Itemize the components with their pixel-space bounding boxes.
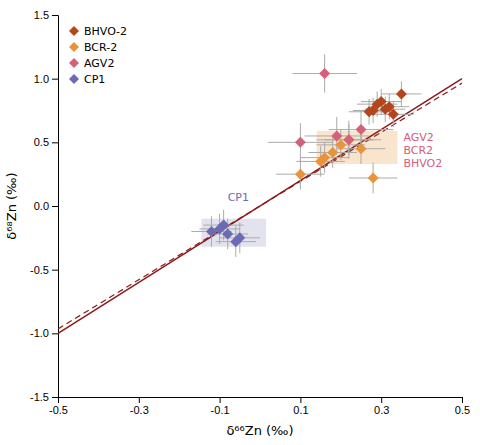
tick-label: -0.5 bbox=[30, 264, 49, 276]
legend-label: BHVO-2 bbox=[84, 25, 127, 38]
tick-label: -0.3 bbox=[130, 404, 149, 416]
tick-label: -1.5 bbox=[30, 391, 49, 403]
axis-line bbox=[59, 398, 463, 404]
tick-label: -0.5 bbox=[49, 404, 68, 416]
point bbox=[327, 147, 338, 158]
points bbox=[206, 220, 245, 248]
point bbox=[396, 88, 407, 99]
tick: -0.5 bbox=[30, 264, 58, 276]
error-bars bbox=[268, 54, 393, 161]
point bbox=[295, 169, 306, 180]
point bbox=[388, 109, 399, 120]
annotation: CP1 bbox=[228, 191, 249, 204]
legend-item: CP1 bbox=[69, 73, 105, 86]
legend-swatch bbox=[69, 42, 79, 52]
y-axis-title: δ⁶⁸Zn (‰) bbox=[4, 172, 19, 239]
y-axis: -1.5 -1.0 -0.5 0.0 0.5 1.0 1.5 bbox=[30, 9, 58, 403]
tick-label: 0.3 bbox=[374, 404, 389, 416]
tick-mark bbox=[462, 397, 463, 403]
legend-swatch bbox=[69, 26, 79, 36]
point bbox=[295, 137, 306, 148]
tick-mark bbox=[139, 397, 140, 403]
legend-label: AGV2 bbox=[84, 57, 114, 70]
tick: -0.5 bbox=[49, 397, 68, 416]
tick: 0.3 bbox=[374, 397, 389, 416]
point bbox=[343, 134, 354, 145]
tick-label: 1.5 bbox=[34, 9, 49, 21]
error-bars bbox=[349, 81, 422, 127]
tick: 0.0 bbox=[34, 200, 58, 212]
annotation: AGV2BCR2BHVO2 bbox=[403, 131, 442, 170]
tick-mark bbox=[52, 79, 58, 80]
annotation-line: BCR2 bbox=[403, 144, 433, 157]
tick-label: -0.1 bbox=[211, 404, 230, 416]
legend: BHVO-2 BCR-2 AGV2 CP1 bbox=[69, 25, 127, 86]
point bbox=[331, 130, 342, 141]
reference-line bbox=[58, 83, 462, 329]
tick-label: 0.0 bbox=[34, 200, 49, 212]
tick-label: 0.1 bbox=[293, 404, 308, 416]
tick-mark bbox=[52, 206, 58, 207]
legend-item: BCR-2 bbox=[69, 41, 117, 54]
legend-label: BCR-2 bbox=[84, 41, 117, 54]
tick-mark bbox=[300, 397, 301, 403]
plot-area bbox=[58, 54, 462, 333]
tick-mark bbox=[52, 15, 58, 16]
reference-line bbox=[58, 79, 462, 334]
legend-item: AGV2 bbox=[69, 57, 114, 70]
tick-mark bbox=[52, 142, 58, 143]
annotation-line: BHVO2 bbox=[403, 157, 442, 170]
annotation-line: AGV2 bbox=[403, 131, 433, 144]
tick-mark bbox=[52, 270, 58, 271]
error-bars bbox=[276, 125, 397, 194]
points bbox=[295, 134, 379, 183]
tick-mark bbox=[52, 333, 58, 334]
tick-mark bbox=[52, 397, 58, 398]
point bbox=[380, 104, 391, 115]
x-axis: -0.5 -0.3 -0.1 0.1 0.3 0.5 bbox=[49, 397, 470, 416]
tick-label: 1.0 bbox=[34, 73, 49, 85]
tick: -1.0 bbox=[30, 327, 58, 339]
point bbox=[234, 232, 245, 243]
point bbox=[364, 106, 375, 117]
tick-mark bbox=[220, 397, 221, 403]
tick-label: 0.5 bbox=[34, 136, 49, 148]
point bbox=[206, 226, 217, 237]
axis-line bbox=[52, 16, 59, 398]
tick-label: 0.5 bbox=[455, 404, 470, 416]
legend-item: BHVO-2 bbox=[69, 25, 127, 38]
legend-swatch bbox=[69, 58, 79, 68]
tick: 0.1 bbox=[293, 397, 308, 416]
tick: 1.0 bbox=[34, 73, 58, 85]
point bbox=[343, 134, 354, 145]
chart: -0.5 -0.3 -0.1 0.1 0.3 0.5 -1.5 -1.0 -0.5 0.0 0.5 1… bbox=[0, 0, 480, 445]
point bbox=[315, 156, 326, 167]
annotation-line: CP1 bbox=[228, 191, 249, 204]
points bbox=[364, 88, 407, 119]
tick-label: -1.0 bbox=[30, 327, 49, 339]
point bbox=[356, 143, 367, 154]
x-axis-title: δ⁶⁶Zn (‰) bbox=[226, 423, 293, 438]
points bbox=[295, 68, 367, 148]
error-bars bbox=[191, 210, 260, 257]
tick: 0.5 bbox=[34, 136, 58, 148]
point bbox=[319, 68, 330, 79]
tick: -1.5 bbox=[30, 391, 58, 403]
legend-label: CP1 bbox=[84, 73, 105, 86]
tick-mark bbox=[381, 397, 382, 403]
tick: -0.1 bbox=[211, 397, 230, 416]
point bbox=[218, 220, 229, 231]
point bbox=[368, 173, 379, 184]
point bbox=[356, 124, 367, 135]
legend-swatch bbox=[69, 74, 79, 84]
tick: 1.5 bbox=[34, 9, 58, 21]
tick: 0.5 bbox=[455, 397, 470, 416]
tick: -0.3 bbox=[130, 397, 149, 416]
point bbox=[372, 99, 383, 110]
